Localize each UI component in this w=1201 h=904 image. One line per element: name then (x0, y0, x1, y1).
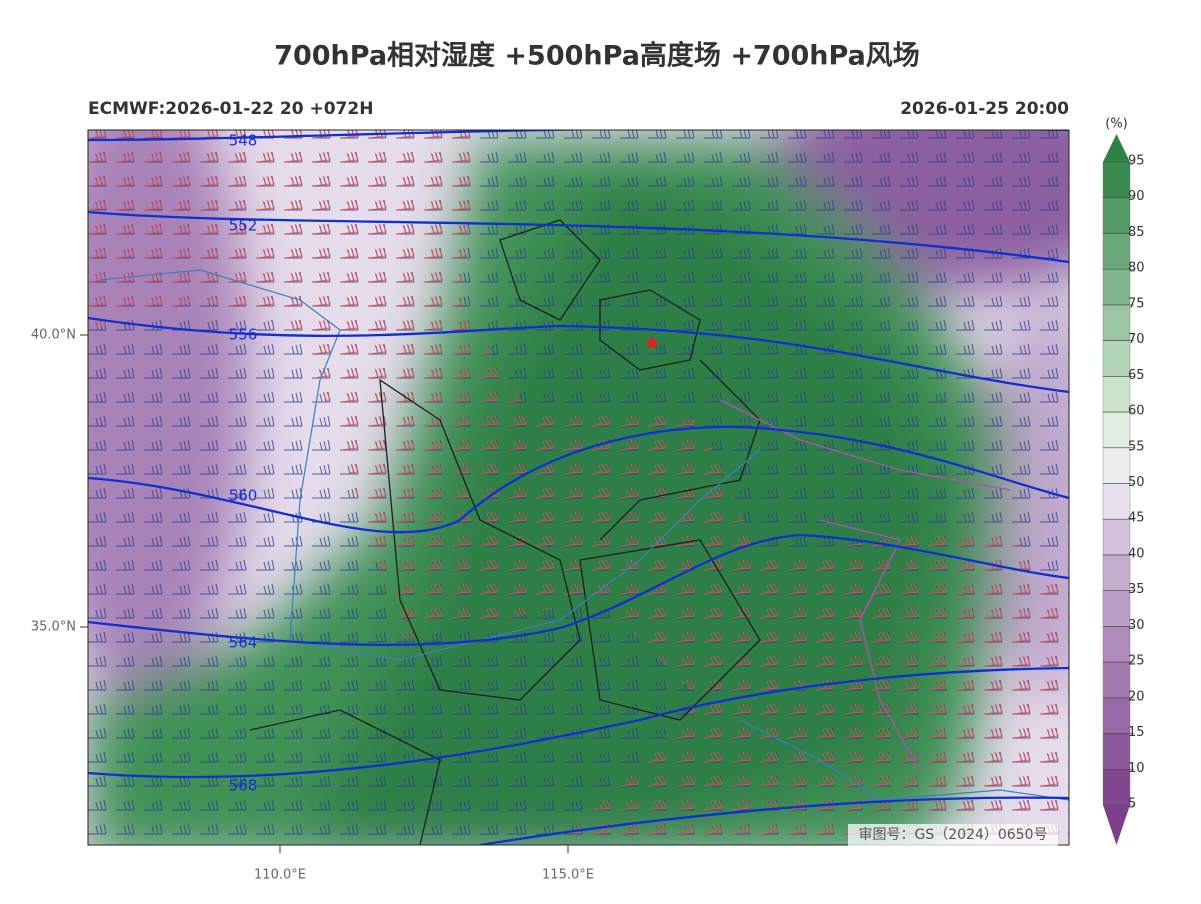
colorbar-label: 5 (1128, 797, 1136, 812)
colorbar-label: 70 (1128, 332, 1145, 347)
colorbar-label: 95 (1128, 154, 1145, 169)
colorbar-label: 90 (1128, 189, 1145, 204)
model-run: ECMWF:2026-01-22 20 +072H (88, 99, 373, 119)
map-frame (87, 129, 1070, 846)
lat-tick-label: 35.0°N (31, 620, 76, 635)
colorbar-segment (1102, 554, 1131, 591)
colorbar-label: 50 (1128, 475, 1145, 490)
colorbar-segment (1102, 304, 1131, 341)
colorbar-segment (1102, 161, 1131, 198)
colorbar-segment (1102, 268, 1131, 306)
colorbar-segment (1102, 340, 1131, 377)
colorbar-segment (1102, 519, 1131, 556)
title: 700hPa相对湿度 +500hPa高度场 +700hPa风场 (274, 40, 920, 72)
colorbar-arrow-bottom (1103, 805, 1130, 845)
colorbar-label: 80 (1128, 261, 1145, 276)
lon-tick-label: 110.0°E (254, 868, 306, 883)
lon-tick-label: 115.0°E (542, 868, 594, 883)
colorbar-label: 85 (1128, 225, 1145, 240)
colorbar-segment (1102, 197, 1131, 234)
contour-label: 552 (229, 217, 258, 235)
colorbar-segment (1102, 769, 1131, 806)
colorbar-label: 40 (1128, 546, 1145, 561)
contour-label: 560 (229, 487, 258, 505)
colorbar-label: 75 (1128, 296, 1145, 311)
lat-tick-label: 40.0°N (31, 328, 76, 343)
colorbar-segment (1102, 697, 1131, 734)
colorbar-unit: (%) (1105, 117, 1128, 132)
colorbar-label: 25 (1128, 654, 1145, 669)
valid-time: 2026-01-25 20:00 (900, 99, 1069, 119)
colorbar-label: 35 (1128, 582, 1145, 597)
contour-label: 568 (229, 777, 258, 795)
colorbar-label: 55 (1128, 439, 1145, 454)
contour-label: 556 (229, 326, 258, 344)
colorbar-segment (1102, 376, 1131, 413)
colorbar-segment (1102, 626, 1131, 663)
contour-label: 548 (229, 132, 258, 150)
colorbar-segment (1102, 733, 1131, 770)
colorbar-label: 65 (1128, 368, 1145, 383)
colorbar-label: 60 (1128, 404, 1145, 419)
colorbar-segment (1102, 233, 1131, 270)
colorbar-label: 15 (1128, 725, 1145, 740)
approval-number: 审图号：GS（2024）0650号 (859, 827, 1048, 843)
colorbar-label: 10 (1128, 761, 1145, 776)
colorbar-segment (1102, 661, 1131, 699)
colorbar-label: 45 (1128, 511, 1145, 526)
beijing-star: ★ (643, 331, 661, 355)
contour-label: 564 (229, 634, 258, 652)
colorbar-segment (1102, 411, 1131, 448)
colorbar-segment (1102, 590, 1131, 627)
colorbar-arrow-top (1103, 134, 1130, 162)
approval-box (848, 824, 1058, 846)
colorbar-label: 30 (1128, 618, 1145, 633)
map: ★ (88, 130, 1069, 845)
colorbar-segment (1102, 483, 1131, 520)
colorbar-segment (1102, 447, 1131, 484)
colorbar-label: 20 (1128, 689, 1145, 704)
